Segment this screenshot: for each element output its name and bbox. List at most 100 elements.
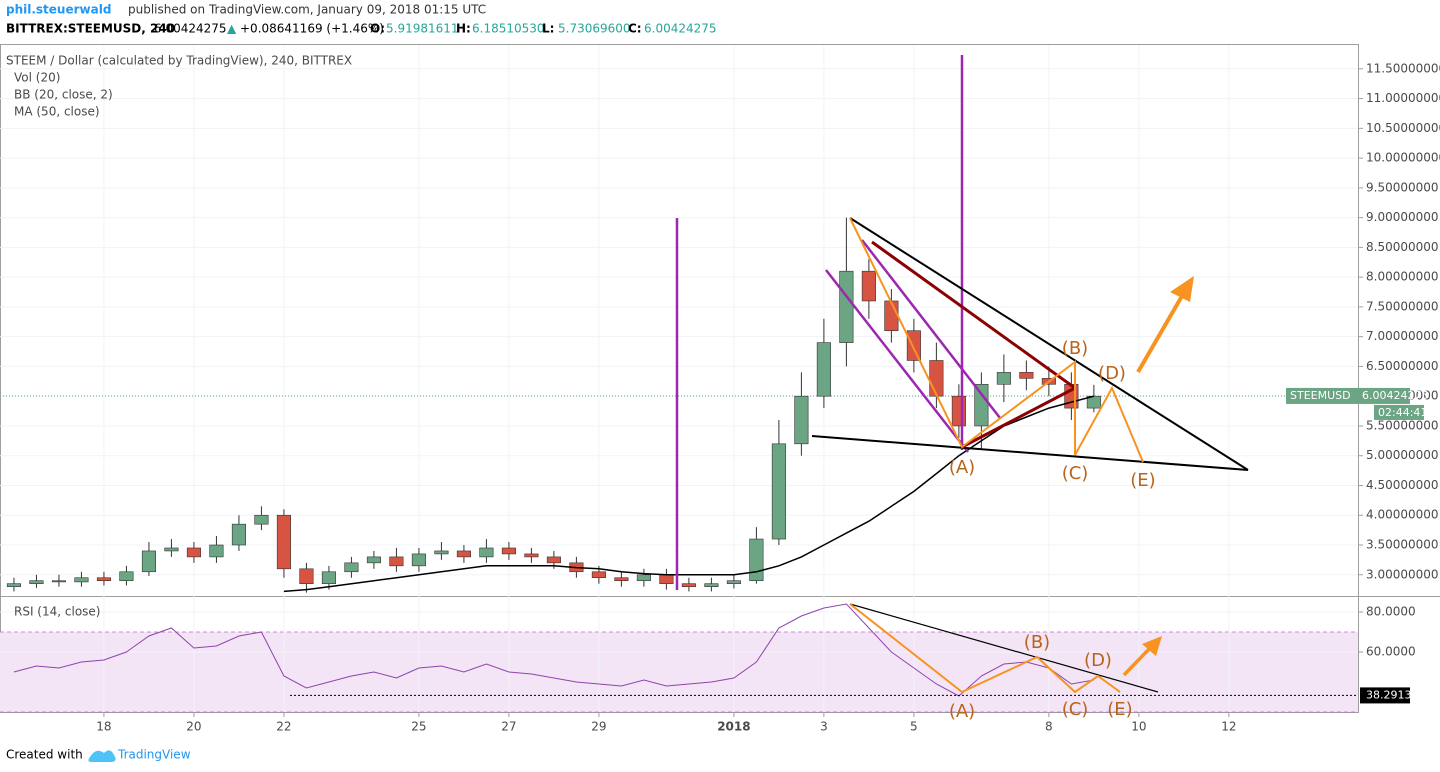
candle-body [321,571,336,584]
candle-body [771,443,786,540]
rsi-level-label: 38.2913 [1366,688,1412,701]
y-tick-label: 9.50000000 [1366,180,1439,194]
candle-body [254,514,269,525]
candle-body [704,583,719,587]
candle-body [726,580,741,584]
wave-label: (C) [1062,463,1089,484]
y-tick-label: 10.50000000 [1366,121,1440,135]
candle-body [231,523,246,546]
candle-body [546,556,561,564]
wave-label: (D) [1084,650,1112,671]
x-tick-label: 20 [186,720,201,734]
candle-body [344,562,359,573]
y-tick-label: 11.00000000 [1366,91,1440,105]
y-tick-label: 80.0000 [1366,605,1416,619]
candle-body [659,574,674,584]
x-tick-label: 18 [96,720,111,734]
candle-body [816,342,831,397]
candle-body [299,568,314,584]
legend-item: Vol (20) [14,71,60,85]
candle-body [861,270,876,302]
candle-body [141,550,156,573]
candle-body [591,571,606,579]
x-tick-label: 12 [1221,720,1236,734]
rsi-line [13,603,1094,697]
channel-line [825,269,969,453]
trend-line [961,386,1076,449]
x-tick-label: 22 [276,720,291,734]
arrow [1136,294,1184,374]
y-tick-label: 3.50000000 [1366,538,1439,552]
change-arrow: ▲ [227,22,237,36]
candle-body [164,547,179,552]
published: published on TradingView.com, January 09… [128,3,486,17]
rsi-label: RSI (14, close) [14,605,100,619]
y-tick-label: 8.00000000 [1366,270,1439,284]
ma-line [283,395,1095,593]
trend-line [811,435,1249,471]
wave-label: (E) [1107,699,1132,720]
x-tick-label: 3 [820,720,828,734]
channel-line [861,239,1001,419]
x-tick-label: 25 [411,720,426,734]
arrow-head [1142,636,1162,656]
candle-body [636,574,651,582]
wave-label: (A) [949,701,975,722]
rsi-band [0,632,1358,712]
trend-line [849,217,1249,471]
y-tick-label: 7.50000000 [1366,299,1439,313]
price-tag [1286,387,1410,404]
legend-item: MA (50, close) [14,105,100,119]
candle-body [839,270,854,343]
candle-body [389,556,404,567]
wave-label: (B) [1062,338,1088,359]
candle-body [456,550,471,558]
logo [88,750,116,762]
ohlc-label: C: [628,22,642,36]
x-tick-label: 8 [1045,720,1053,734]
candle-body [186,547,201,558]
candle-body [524,553,539,558]
y-tick-label: 60.0000 [1366,645,1416,659]
candle-body [614,577,629,582]
candle-body [96,577,111,582]
arrow-head [1170,276,1194,302]
candle-body [681,583,696,587]
y-tick-label: 9.00000000 [1366,210,1439,224]
author: phil.steuerwald [6,3,111,17]
ohlc-value: 5.73069600 [558,22,631,36]
trend-line [871,240,1076,390]
candle-body [411,553,426,567]
ohlc-value: 6.18510530 [472,22,545,36]
candle-body [1019,372,1034,379]
candle-body [794,395,809,445]
x-tick-label: 5 [910,720,918,734]
y-tick-label: 3.00000000 [1366,567,1439,581]
candle-body [884,300,899,332]
ohlc-value: 6.00424275 [644,22,717,36]
candle-body [749,538,764,582]
arrow [1122,646,1152,677]
symbol: BITTREX:STEEMUSD, 240 [6,22,175,36]
legend-item: STEEM / Dollar (calculated by TradingVie… [6,54,352,68]
x-tick-label: 2018 [717,720,750,734]
countdown: 02:44:41 [1378,406,1427,419]
footer-text: Created with [6,748,83,762]
y-tick-label: 4.50000000 [1366,478,1439,492]
candle-body [119,571,134,582]
wave-label: (E) [1130,470,1155,491]
y-tick-label: 10.00000000 [1366,151,1440,165]
price-tag-value: 6.00424275 [1362,389,1428,402]
frame [0,44,1359,713]
candle-body [996,372,1011,385]
y-tick-label: 5.50000000 [1366,418,1439,432]
candle-body [29,580,44,584]
candle-body [209,544,224,558]
ohlc-label: O: [370,22,385,36]
x-tick-label: 10 [1131,720,1146,734]
ohlc-label: L: [542,22,554,36]
countdown-tag [1374,404,1424,420]
footer-brand: TradingView [117,748,191,762]
y-tick-label: 4.00000000 [1366,508,1439,522]
